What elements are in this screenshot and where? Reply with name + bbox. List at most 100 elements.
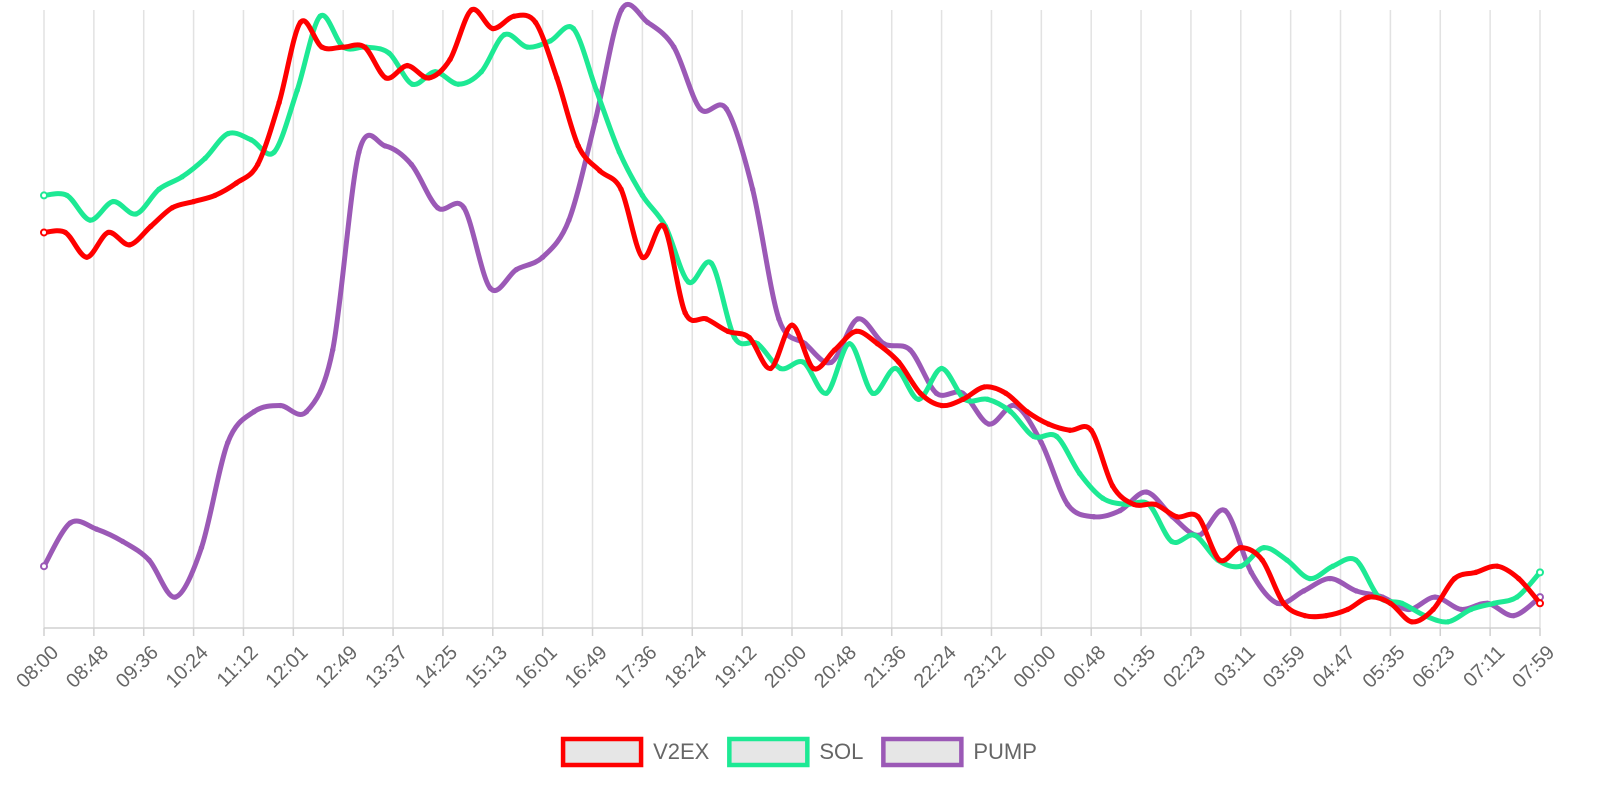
- x-tick-label: 00:48: [1059, 642, 1110, 693]
- grid-lines: [43, 10, 1541, 628]
- data-point-v2ex: [1280, 600, 1287, 606]
- data-point-pump: [592, 118, 598, 124]
- data-point-sol: [938, 365, 945, 372]
- data-point-sol: [1053, 433, 1060, 440]
- data-point-pump: [251, 409, 257, 415]
- data-point-sol: [1491, 600, 1497, 606]
- x-tick-label: 22:24: [910, 642, 961, 693]
- x-tick-label: 19:12: [710, 642, 761, 693]
- data-point-sol: [225, 130, 231, 137]
- data-point-pump: [487, 285, 493, 291]
- data-point-sol: [294, 87, 300, 94]
- data-point-sol: [846, 341, 853, 347]
- data-point-v2ex: [233, 180, 240, 186]
- data-point-pump: [1038, 439, 1045, 446]
- data-point-v2ex: [917, 390, 923, 396]
- series-line-v2ex: [41, 6, 1543, 625]
- data-point-pump: [172, 594, 178, 600]
- data-point-v2ex: [596, 167, 603, 174]
- data-point-v2ex: [853, 328, 859, 335]
- x-tick-label: 23:12: [960, 642, 1011, 693]
- data-point-sol: [524, 44, 531, 50]
- data-point-v2ex: [404, 62, 411, 69]
- data-point-pump: [1458, 606, 1464, 613]
- data-point-v2ex: [1344, 606, 1351, 613]
- data-point-v2ex: [383, 75, 389, 81]
- data-point-sol: [202, 155, 208, 162]
- data-point-pump: [225, 439, 231, 446]
- data-point-sol: [133, 211, 139, 217]
- legend-swatch-pump: [881, 736, 964, 768]
- data-point-v2ex: [960, 396, 966, 403]
- data-point-sol: [639, 192, 646, 199]
- data-point-v2ex: [703, 316, 710, 322]
- data-point-pump: [986, 421, 992, 427]
- x-tick-label: 01:35: [1109, 642, 1160, 693]
- x-tick-label: 10:24: [162, 642, 213, 693]
- data-point-v2ex: [896, 359, 902, 365]
- data-point-v2ex: [1323, 612, 1329, 619]
- x-tick-label: 08:48: [62, 642, 113, 693]
- data-point-v2ex: [1515, 575, 1522, 582]
- data-point-v2ex: [190, 198, 197, 205]
- data-point-pump: [671, 44, 677, 50]
- data-point-pump: [146, 557, 152, 563]
- x-tick-label: 00:00: [1010, 642, 1061, 693]
- data-point-sol: [1238, 563, 1244, 569]
- data-point-pump: [67, 520, 73, 526]
- data-point-v2ex: [746, 334, 752, 341]
- data-point-sol: [317, 13, 323, 19]
- legend-label-v2ex: V2EX: [653, 739, 710, 764]
- data-point-pump: [1327, 575, 1333, 582]
- data-point-v2ex: [490, 25, 496, 32]
- data-point-pump: [723, 106, 730, 112]
- legend-swatch-v2ex: [560, 736, 644, 768]
- series-lines: [40, 1, 1544, 625]
- data-point-sol: [1307, 575, 1313, 582]
- data-point-pump: [330, 347, 336, 353]
- data-point-v2ex: [148, 223, 154, 230]
- data-point-v2ex: [1430, 606, 1436, 613]
- data-point-pump: [697, 106, 703, 112]
- data-point-v2ex: [1473, 569, 1479, 576]
- legend-item-v2ex: V2EX: [560, 736, 710, 768]
- data-point-pump: [828, 359, 835, 365]
- legend: V2EX SOL PUMP: [560, 736, 1037, 768]
- data-point-pump: [1117, 507, 1123, 514]
- data-point-v2ex: [1451, 575, 1458, 582]
- data-point-v2ex: [1494, 563, 1500, 569]
- data-point-pump: [539, 254, 546, 260]
- data-point-sol: [1076, 470, 1083, 477]
- data-point-sol: [40, 191, 48, 200]
- data-point-sol: [731, 334, 738, 341]
- data-point-sol: [455, 81, 461, 87]
- data-point-v2ex: [810, 365, 817, 372]
- data-point-sol: [501, 32, 508, 38]
- data-point-sol: [1353, 557, 1359, 563]
- data-point-v2ex: [1131, 501, 1137, 508]
- data-point-v2ex: [1216, 557, 1223, 563]
- x-tick-label: 08:00: [12, 642, 63, 693]
- data-point-v2ex: [1173, 514, 1180, 520]
- data-point-v2ex: [1195, 514, 1201, 520]
- data-point-pump: [303, 409, 310, 415]
- data-point-v2ex: [981, 384, 988, 390]
- data-point-sol: [179, 174, 185, 180]
- data-point-pump: [933, 390, 940, 396]
- x-tick-label: 03:59: [1259, 642, 1310, 693]
- data-point-v2ex: [1152, 501, 1159, 508]
- data-point-pump: [618, 7, 625, 13]
- data-point-pump: [277, 402, 283, 409]
- x-tick-label: 15:13: [461, 642, 512, 693]
- data-point-v2ex: [276, 100, 282, 106]
- data-point-v2ex: [1088, 427, 1094, 433]
- data-point-pump: [1511, 612, 1517, 619]
- data-point-v2ex: [1387, 600, 1394, 606]
- data-point-v2ex: [874, 341, 881, 347]
- data-point-sol: [156, 186, 162, 192]
- x-tick-label: 02:23: [1159, 642, 1210, 693]
- data-point-sol: [593, 87, 600, 94]
- legend-swatch-sol: [727, 736, 810, 768]
- data-point-v2ex: [361, 44, 368, 50]
